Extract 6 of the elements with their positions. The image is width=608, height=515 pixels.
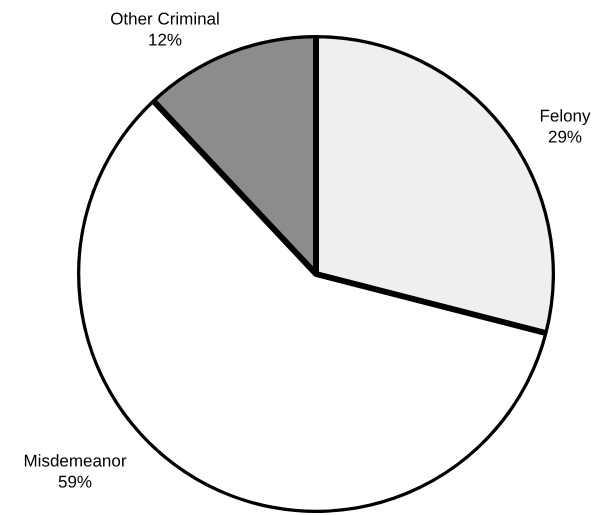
slice-label: Felony [539,106,592,126]
data-label: 12% [148,30,182,50]
slice-label: Other Criminal [110,10,220,29]
data-label: 29% [548,128,582,147]
data-label: 59% [58,472,92,492]
slice-label: Misdemeanor [24,452,127,471]
